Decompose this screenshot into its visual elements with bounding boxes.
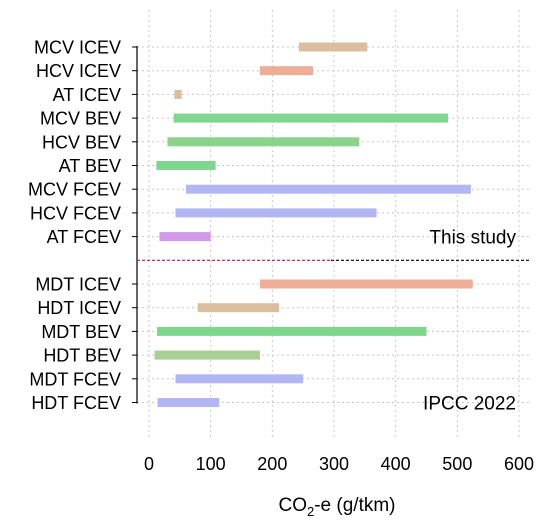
y-category-label: HCV BEV xyxy=(42,132,121,152)
bar-hcv-fcev xyxy=(175,208,377,218)
x-tick-label: 500 xyxy=(442,454,472,474)
bar-mcv-icev xyxy=(298,42,368,52)
y-category-label: MCV BEV xyxy=(40,109,121,129)
y-category-label: HCV FCEV xyxy=(30,203,121,223)
y-category-label: HDT FCEV xyxy=(31,393,121,413)
y-category-label: AT FCEV xyxy=(47,227,121,247)
x-axis-label: CO2-e (g/tkm) xyxy=(278,495,395,519)
x-tick-label: 300 xyxy=(319,454,349,474)
bar-hdt-bev xyxy=(154,350,260,360)
y-category-label: AT BEV xyxy=(59,156,121,176)
bar-mcv-bev xyxy=(173,113,449,123)
x-tick-label: 400 xyxy=(381,454,411,474)
y-category-label: MCV FCEV xyxy=(28,180,121,200)
bar-at-fcev xyxy=(159,232,211,242)
y-category-label: MDT BEV xyxy=(41,322,121,342)
y-category-label: MCV ICEV xyxy=(34,38,121,58)
group-label: This study xyxy=(429,228,516,249)
x-tick-label: 0 xyxy=(144,454,154,474)
bar-mcv-fcev xyxy=(186,184,471,194)
bar-at-icev xyxy=(174,89,182,99)
bar-mdt-fcev xyxy=(175,374,304,384)
bar-hdt-fcev xyxy=(157,398,220,407)
bar-at-bev xyxy=(156,161,216,170)
x-tick-label: 100 xyxy=(196,454,226,474)
y-category-label: MDT ICEV xyxy=(35,275,121,295)
x-tick-label: 600 xyxy=(504,454,534,474)
bar-hcv-icev xyxy=(260,66,314,76)
y-category-label: AT ICEV xyxy=(53,85,121,105)
x-tick-label: 200 xyxy=(257,454,287,474)
axes xyxy=(132,46,530,404)
bars xyxy=(154,42,473,407)
bar-mdt-bev xyxy=(157,326,427,336)
group-label: IPCC 2022 xyxy=(423,394,516,415)
bar-mdt-icev xyxy=(260,279,473,289)
y-category-label: HDT ICEV xyxy=(37,298,121,318)
y-category-label: HDT BEV xyxy=(43,346,121,366)
bar-hcv-bev xyxy=(167,137,360,147)
labels: 0 100 200 300 400 500 600 MCV ICEV HCV ICEV AT IC… xyxy=(28,38,534,475)
y-category-label: MDT FCEV xyxy=(29,369,121,389)
bar-hdt-icev xyxy=(197,303,280,313)
y-category-label: HCV ICEV xyxy=(36,61,121,81)
